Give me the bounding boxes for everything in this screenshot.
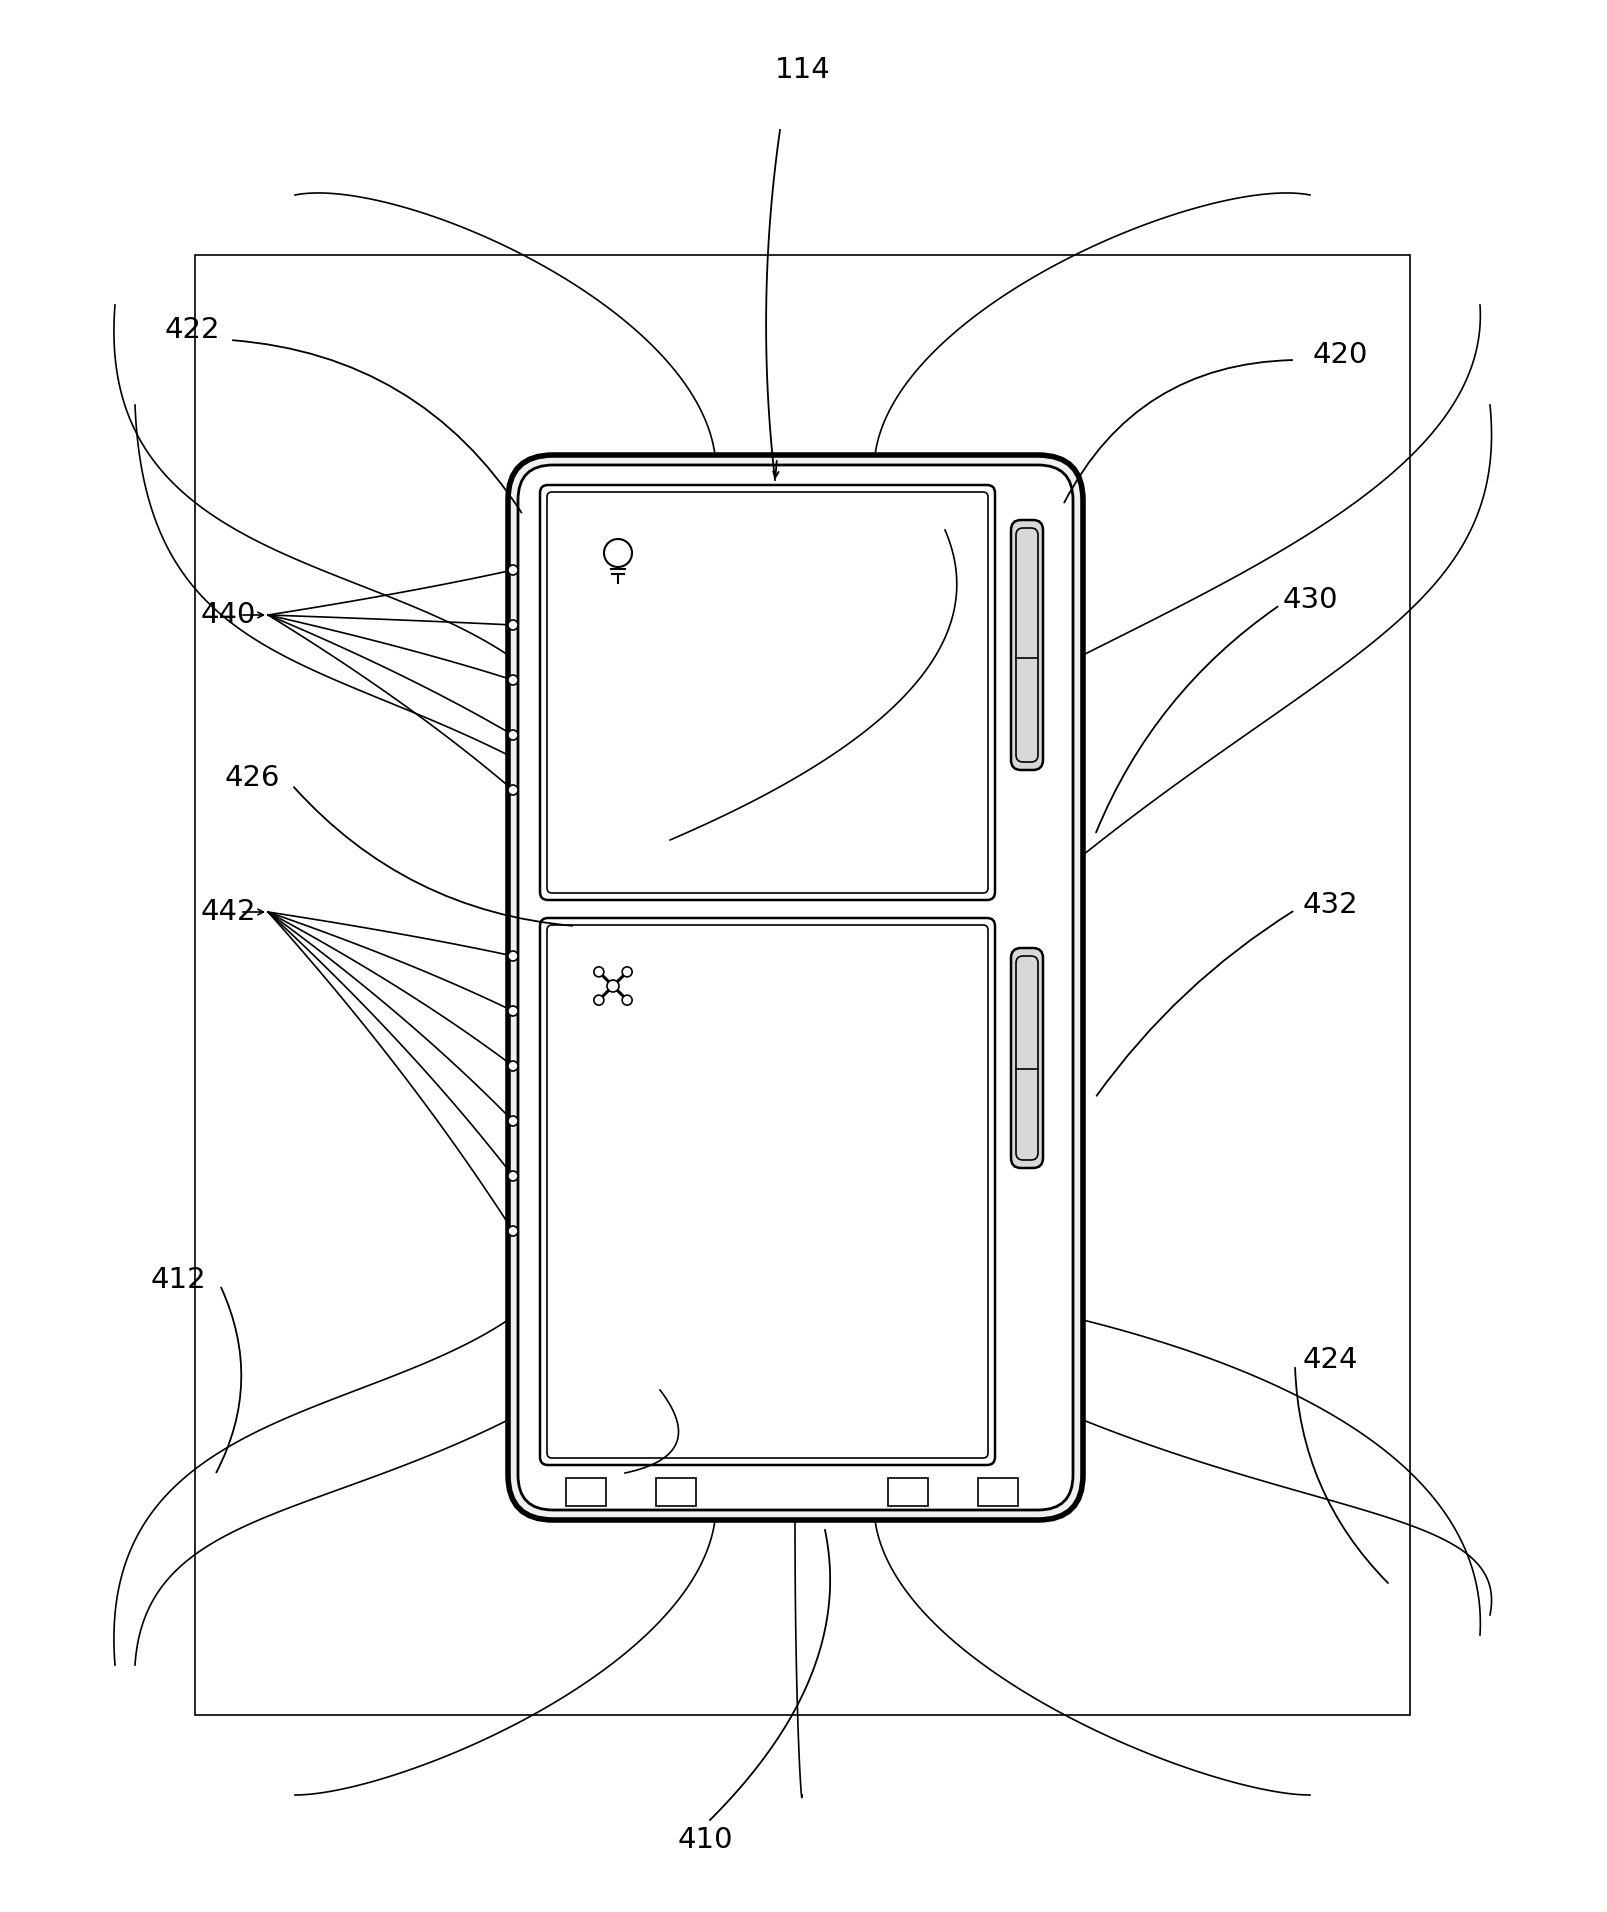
Circle shape — [595, 967, 604, 977]
Circle shape — [508, 1117, 517, 1126]
Text: 432: 432 — [1302, 891, 1358, 920]
Text: 410: 410 — [677, 1826, 733, 1855]
Text: 420: 420 — [1313, 340, 1368, 369]
FancyBboxPatch shape — [540, 486, 995, 901]
FancyBboxPatch shape — [1011, 520, 1043, 771]
Bar — [656, 1478, 696, 1507]
Circle shape — [508, 1006, 517, 1015]
FancyBboxPatch shape — [1016, 956, 1038, 1161]
Circle shape — [607, 981, 619, 992]
FancyBboxPatch shape — [508, 455, 1083, 1520]
Text: 424: 424 — [1302, 1346, 1358, 1375]
Circle shape — [508, 950, 517, 962]
Circle shape — [508, 1226, 517, 1235]
FancyBboxPatch shape — [540, 918, 995, 1465]
FancyBboxPatch shape — [546, 925, 988, 1459]
FancyBboxPatch shape — [546, 491, 988, 893]
Bar — [979, 1478, 1017, 1507]
FancyBboxPatch shape — [1011, 948, 1043, 1168]
Circle shape — [508, 1170, 517, 1182]
Bar — [889, 1478, 927, 1507]
Text: 422: 422 — [164, 315, 220, 344]
Bar — [566, 1478, 606, 1507]
Text: 430: 430 — [1282, 585, 1337, 614]
Text: 412: 412 — [149, 1266, 206, 1294]
Circle shape — [508, 619, 517, 629]
FancyBboxPatch shape — [1016, 528, 1038, 763]
Circle shape — [508, 566, 517, 576]
Circle shape — [622, 994, 632, 1006]
Circle shape — [508, 1061, 517, 1071]
Circle shape — [508, 730, 517, 740]
Bar — [194, 254, 1409, 1715]
Circle shape — [508, 786, 517, 795]
Text: 114: 114 — [775, 55, 831, 84]
Text: 440: 440 — [201, 600, 256, 629]
Circle shape — [595, 994, 604, 1006]
FancyBboxPatch shape — [517, 465, 1073, 1510]
Circle shape — [604, 539, 632, 568]
Circle shape — [508, 675, 517, 684]
Text: 426: 426 — [225, 765, 280, 792]
Circle shape — [622, 967, 632, 977]
Text: 442: 442 — [201, 899, 256, 925]
